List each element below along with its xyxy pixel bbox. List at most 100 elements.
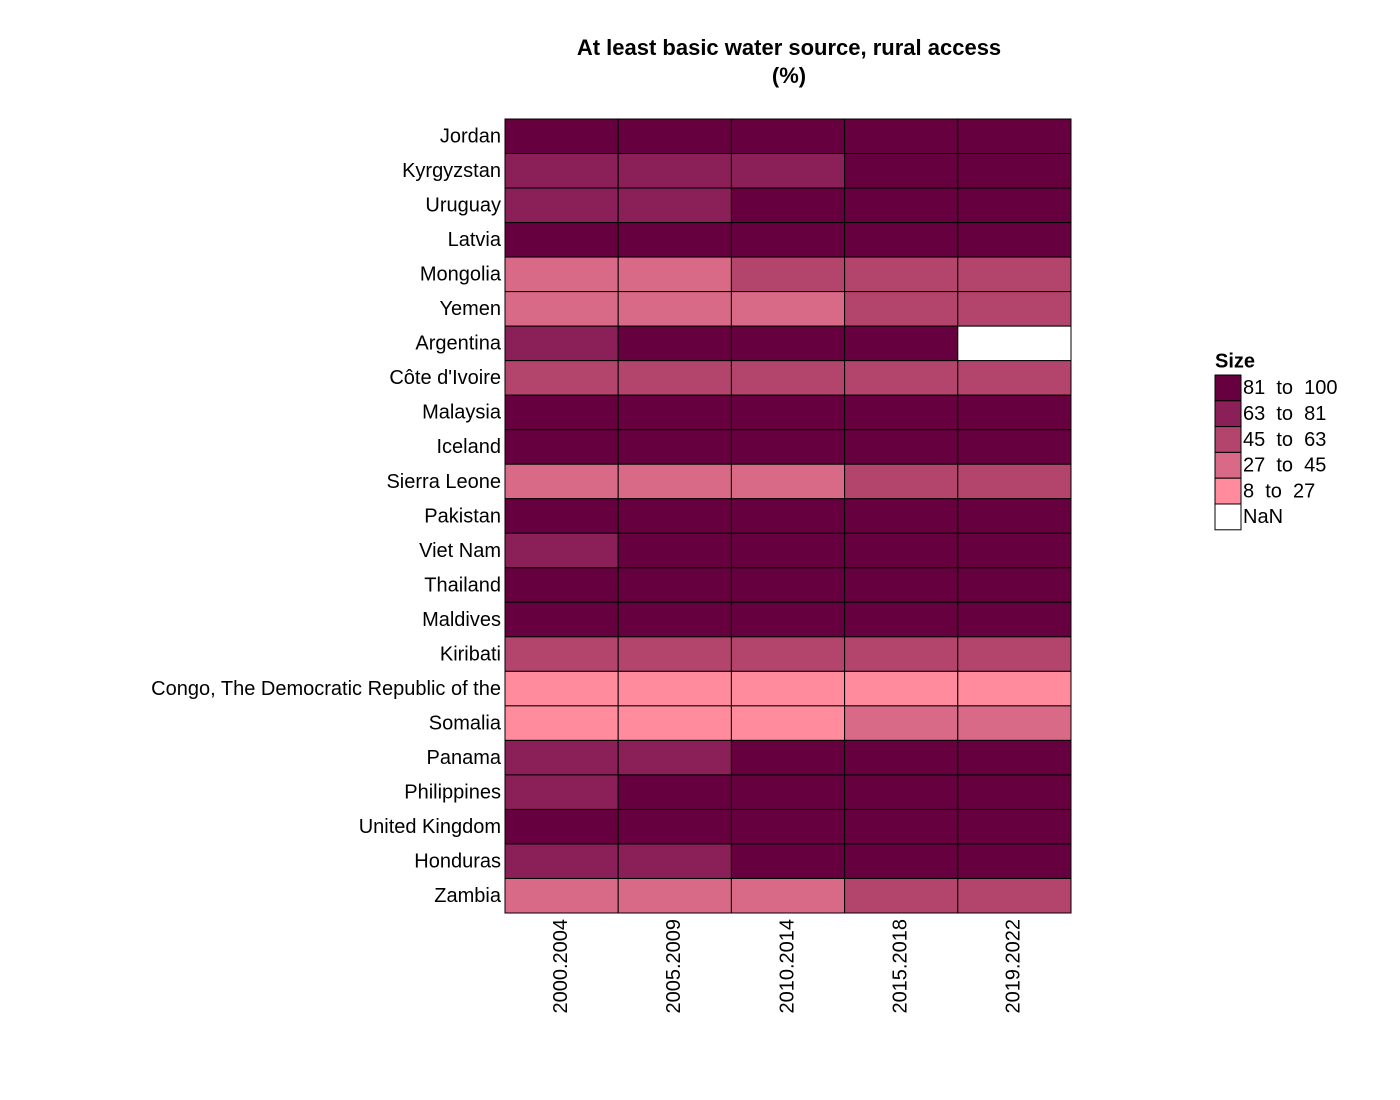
y-tick-label: Viet Nam [419, 540, 501, 562]
cell [504, 429, 619, 465]
cell [617, 325, 732, 362]
legend-swatch [1214, 400, 1242, 428]
cell [617, 463, 732, 500]
cell [957, 187, 1072, 224]
cell [617, 843, 732, 879]
cell [730, 739, 846, 776]
cell [957, 774, 1072, 810]
cell [730, 705, 846, 741]
legend-swatch [1214, 374, 1242, 402]
cell [504, 153, 619, 189]
cell [730, 256, 846, 293]
cell [730, 567, 846, 603]
cell [504, 636, 619, 672]
cell [617, 187, 732, 224]
cell [617, 222, 732, 258]
cell [957, 256, 1072, 293]
cell [844, 325, 959, 362]
cell [730, 325, 846, 362]
legend-label: NaN [1243, 506, 1283, 528]
cell [504, 291, 619, 327]
cell [844, 463, 959, 500]
cell [957, 222, 1072, 258]
cell [844, 256, 959, 293]
cell [617, 601, 732, 638]
cell [730, 532, 846, 569]
cell [504, 256, 619, 293]
cell [504, 187, 619, 224]
cell [844, 291, 959, 327]
cell [617, 877, 732, 914]
cell [957, 153, 1072, 189]
y-tick-label: Malaysia [422, 402, 502, 424]
cell [957, 843, 1072, 879]
x-tick-label: 2000.2004 [550, 919, 572, 1014]
y-tick-label: Mongolia [420, 264, 502, 286]
legend-label: 81 to 100 [1243, 377, 1338, 399]
cell [617, 705, 732, 741]
cell [504, 774, 619, 810]
cell [617, 498, 732, 534]
cell [844, 222, 959, 258]
cell [730, 463, 846, 500]
cell [957, 325, 1072, 362]
chart-title: At least basic water source, rural acces… [577, 35, 1001, 60]
cell [730, 222, 846, 258]
cell [730, 808, 846, 845]
legend-title: Size [1215, 350, 1255, 372]
cell [730, 187, 846, 224]
cell [504, 808, 619, 845]
y-tick-label: United Kingdom [359, 816, 501, 838]
cell [957, 360, 1072, 396]
cell [957, 532, 1072, 569]
cell [730, 843, 846, 879]
cell [844, 843, 959, 879]
cell [730, 498, 846, 534]
cell [844, 808, 959, 845]
cell [844, 739, 959, 776]
cell [957, 808, 1072, 845]
y-tick-label: Jordan [440, 126, 501, 148]
cell [730, 670, 846, 707]
cell [957, 498, 1072, 534]
y-tick-label: Pakistan [424, 505, 501, 527]
y-tick-label: Argentina [415, 333, 501, 355]
cell [617, 394, 732, 431]
y-tick-label: Latvia [448, 229, 502, 251]
y-tick-label: Kyrgyzstan [402, 160, 501, 182]
cell [504, 670, 619, 707]
y-tick-label: Honduras [414, 850, 501, 872]
y-tick-label: Kiribati [440, 643, 501, 665]
cell [504, 532, 619, 569]
cell [844, 532, 959, 569]
cell [844, 394, 959, 431]
cell [617, 291, 732, 327]
legend-label: 27 to 45 [1243, 455, 1326, 477]
cell [844, 498, 959, 534]
cell [730, 774, 846, 810]
cell [730, 601, 846, 638]
x-tick-label: 2015.2018 [889, 919, 911, 1014]
y-tick-label: Somalia [429, 712, 502, 734]
cell [844, 187, 959, 224]
cell [617, 567, 732, 603]
cell [504, 739, 619, 776]
y-tick-label: Iceland [437, 436, 502, 458]
cell [504, 463, 619, 500]
cell [957, 877, 1072, 914]
cell [957, 567, 1072, 603]
cell [730, 394, 846, 431]
legend-swatch [1214, 451, 1242, 479]
cell [504, 118, 619, 155]
cell [844, 670, 959, 707]
cell [957, 118, 1072, 155]
legend-label: 45 to 63 [1243, 429, 1326, 451]
cell [504, 705, 619, 741]
cell [957, 463, 1072, 500]
cell [957, 636, 1072, 672]
x-tick-label: 2010.2014 [776, 919, 798, 1014]
y-tick-label: Yemen [439, 298, 501, 320]
cell [504, 843, 619, 879]
cell [844, 153, 959, 189]
